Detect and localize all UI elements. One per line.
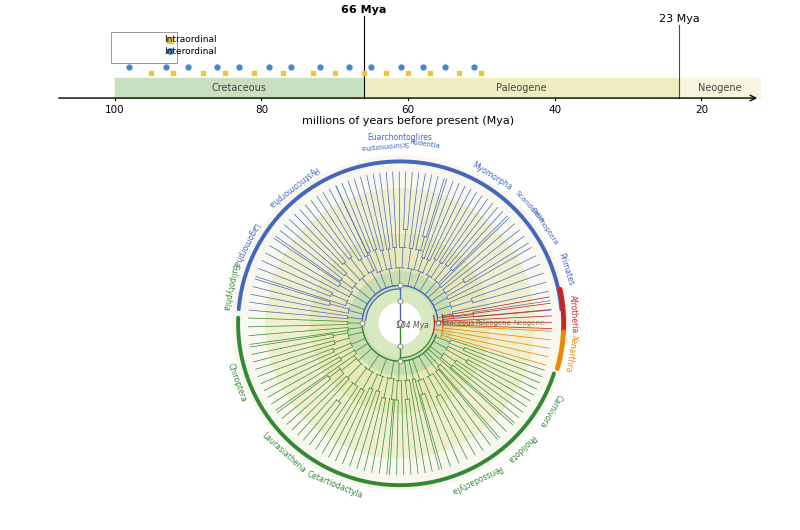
Text: Dermoptera: Dermoptera	[530, 206, 559, 246]
Text: 60: 60	[402, 105, 414, 116]
Text: Xenarthra: Xenarthra	[563, 334, 579, 373]
FancyBboxPatch shape	[110, 32, 178, 63]
Text: Myomorpha: Myomorpha	[470, 160, 514, 192]
Text: Laurasiatheria: Laurasiatheria	[260, 430, 307, 474]
Text: 66 Mya: 66 Mya	[342, 5, 386, 15]
Text: 20: 20	[694, 105, 708, 116]
Text: Afrotheria: Afrotheria	[568, 295, 579, 333]
Circle shape	[366, 289, 434, 358]
Circle shape	[266, 189, 534, 457]
Text: Neogene: Neogene	[514, 320, 545, 326]
Text: Carnivora: Carnivora	[538, 392, 564, 429]
Text: Sciuromorpha: Sciuromorpha	[360, 140, 409, 150]
Circle shape	[379, 303, 421, 344]
Text: 80: 80	[254, 105, 268, 116]
Text: 23 Mya: 23 Mya	[659, 14, 700, 24]
Text: Cretaceous: Cretaceous	[212, 83, 267, 93]
Text: 104 Mya: 104 Mya	[396, 321, 429, 330]
Text: Eulipotyphla: Eulipotyphla	[221, 263, 239, 312]
Text: Primates: Primates	[556, 252, 575, 287]
Text: Perissodactyla: Perissodactyla	[450, 463, 503, 496]
Text: Paleogene: Paleogene	[475, 320, 511, 326]
Circle shape	[310, 234, 490, 413]
Text: Chiroptera: Chiroptera	[226, 362, 248, 403]
Text: 100: 100	[105, 105, 125, 116]
Text: 40: 40	[548, 105, 562, 116]
Text: Intraordinal: Intraordinal	[165, 36, 217, 44]
Text: Neogene: Neogene	[698, 83, 742, 93]
Text: Lagomorpha: Lagomorpha	[230, 221, 260, 268]
Text: Cretaceous: Cretaceous	[435, 320, 474, 326]
Text: Rodentia: Rodentia	[410, 139, 441, 149]
Text: Euarchontoglires: Euarchontoglires	[367, 133, 433, 142]
Circle shape	[348, 271, 452, 375]
Circle shape	[233, 156, 567, 490]
Text: millions of years before present (Mya): millions of years before present (Mya)	[302, 116, 514, 126]
Text: Cetartiodactyla: Cetartiodactyla	[306, 469, 364, 500]
Text: Pholidota: Pholidota	[505, 432, 537, 464]
Text: Interordinal: Interordinal	[165, 47, 217, 56]
Text: Paleogene: Paleogene	[496, 83, 547, 93]
Text: Scandentia: Scandentia	[514, 190, 545, 224]
Text: Hystricomorpha: Hystricomorpha	[266, 164, 320, 209]
